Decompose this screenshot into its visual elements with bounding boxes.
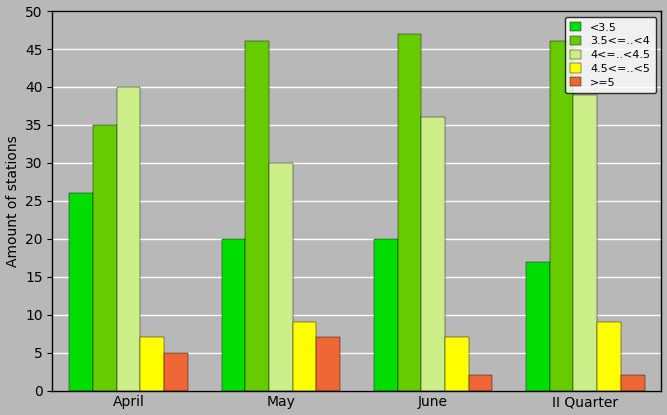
Bar [141, 337, 164, 391]
Bar [550, 42, 574, 391]
Bar [316, 337, 340, 391]
Bar [293, 322, 316, 391]
Bar [597, 322, 621, 391]
Bar [374, 239, 398, 391]
Y-axis label: Amount of stations: Amount of stations [5, 135, 19, 267]
Bar [422, 117, 445, 391]
Bar [69, 193, 93, 391]
Bar [398, 34, 422, 391]
Bar [574, 95, 597, 391]
Legend: <3.5, 3.5<=..<4, 4<=..<4.5, 4.5<=..<5, >=5: <3.5, 3.5<=..<4, 4<=..<4.5, 4.5<=..<5, >… [565, 17, 656, 93]
Bar [469, 376, 492, 391]
Bar [621, 376, 644, 391]
Bar [445, 337, 469, 391]
Bar [117, 87, 141, 391]
Bar [526, 261, 550, 391]
Bar [245, 42, 269, 391]
Bar [93, 125, 117, 391]
Bar [164, 353, 188, 391]
Bar [221, 239, 245, 391]
Bar [269, 163, 293, 391]
